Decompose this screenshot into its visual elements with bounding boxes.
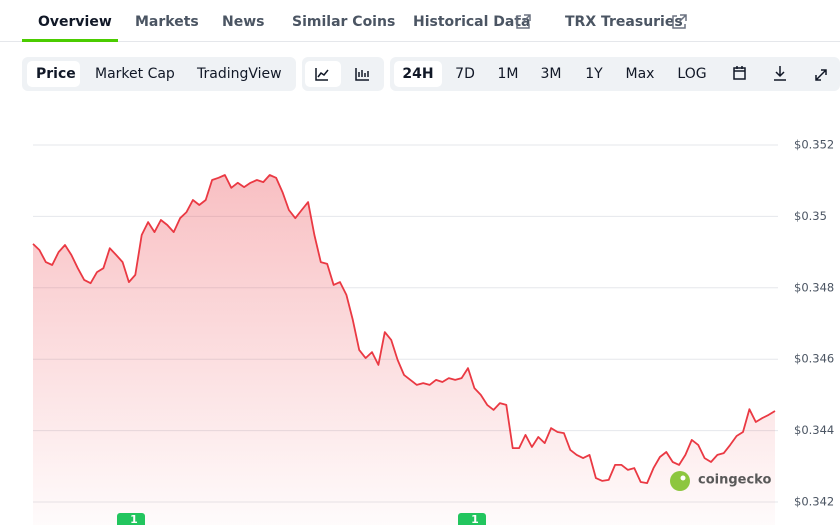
tab[interactable]: Markets <box>135 14 199 30</box>
calendar-icon[interactable] <box>733 66 746 80</box>
range-button[interactable]: 3M <box>541 66 562 82</box>
range-button[interactable]: Max <box>626 66 655 82</box>
range-button[interactable]: LOG <box>677 66 706 82</box>
toolbar-icons <box>733 66 827 81</box>
event-marker-label: 1 <box>130 513 138 525</box>
range-button[interactable]: 24H <box>402 66 433 82</box>
event-marker-label: 1 <box>471 513 479 525</box>
y-tick-label: $0.342 <box>794 495 834 509</box>
tab[interactable]: News <box>222 14 264 30</box>
line-chart-icon[interactable] <box>315 68 329 81</box>
metric-button[interactable]: Price <box>36 66 76 82</box>
external-link-icons <box>516 14 687 29</box>
metric-button[interactable]: TradingView <box>196 66 282 82</box>
expand-icon[interactable] <box>815 69 827 81</box>
range-button[interactable]: 1Y <box>585 66 603 82</box>
active-button <box>27 61 80 87</box>
coingecko-logo-eye <box>680 475 686 481</box>
coingecko-logo <box>670 471 690 491</box>
range-button[interactable]: 1M <box>498 66 519 82</box>
button-group <box>390 57 840 91</box>
tab[interactable]: TRX Treasuries <box>565 14 683 30</box>
tab[interactable]: Historical Data <box>413 14 531 30</box>
candle-chart-icon[interactable] <box>355 68 369 81</box>
y-tick-label: $0.344 <box>794 423 834 437</box>
watermark: coingecko <box>698 473 771 488</box>
price-area <box>33 175 775 525</box>
event-marker[interactable] <box>117 513 145 525</box>
tab[interactable]: Overview <box>38 14 112 30</box>
metric-button[interactable]: Market Cap <box>95 66 175 82</box>
tab-underline <box>22 39 118 42</box>
y-tick-label: $0.35 <box>794 209 827 223</box>
range-button[interactable]: 7D <box>455 66 475 82</box>
price-chart: $0.342 $0.344 $0.346 $0.348 $0.35 $0.352 <box>32 138 834 525</box>
download-icon[interactable] <box>774 66 786 81</box>
active-button <box>394 61 442 87</box>
tab[interactable]: Similar Coins <box>292 14 395 30</box>
y-tick-label: $0.348 <box>794 280 834 294</box>
button-group <box>22 57 296 91</box>
y-tick-label: $0.346 <box>794 352 834 366</box>
price-line <box>32 174 776 484</box>
event-marker[interactable] <box>458 513 486 525</box>
y-tick-label: $0.352 <box>794 138 834 152</box>
